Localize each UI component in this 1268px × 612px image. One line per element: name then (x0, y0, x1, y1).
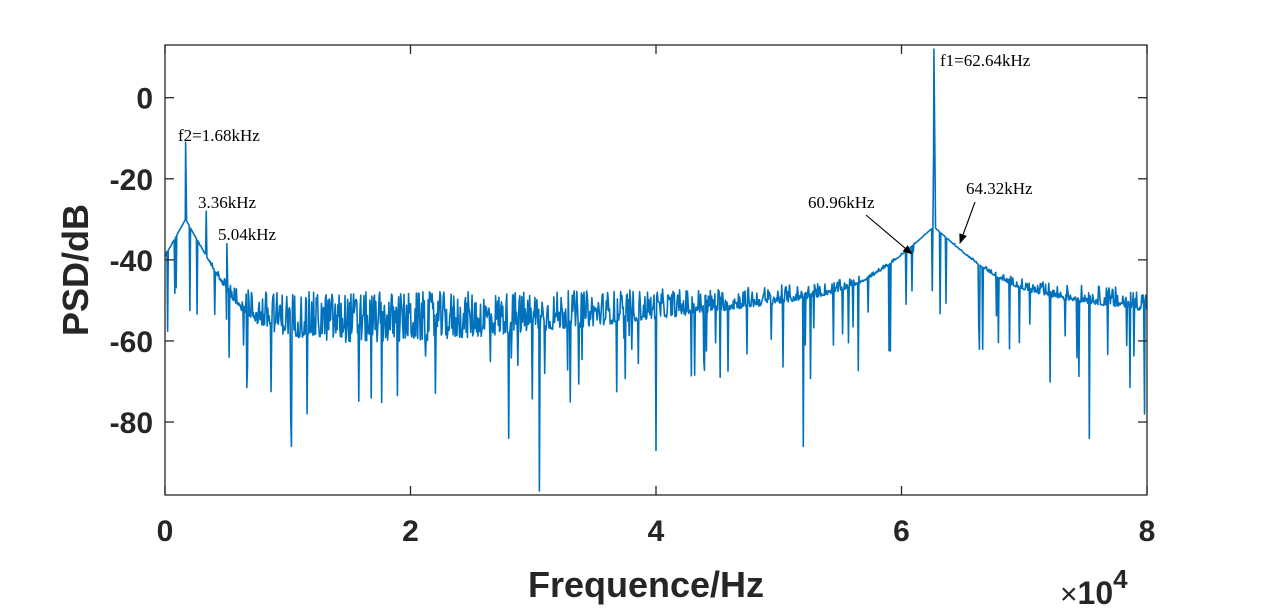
y-tick-label: -80 (110, 407, 153, 440)
x-exponent-times: × (1060, 578, 1078, 611)
annotation-label: 5.04kHz (218, 225, 277, 244)
psd-series-line (164, 48, 1148, 492)
annotation-label: 64.32kHz (966, 179, 1033, 198)
x-tick-label: 6 (893, 515, 910, 548)
annotation-label: 3.36kHz (198, 193, 257, 212)
x-tick-label: 4 (648, 515, 665, 548)
y-tick-label: 0 (136, 83, 153, 116)
x-exponent-power: 4 (1113, 564, 1128, 594)
annotation-label: 60.96kHz (808, 193, 875, 212)
annotation-arrow (865, 214, 913, 255)
plot-area (164, 48, 1148, 492)
x-exponent-label: ×104 (1060, 564, 1128, 611)
annotation-label: f1=62.64kHz (940, 51, 1031, 70)
y-tick-label: -40 (110, 245, 153, 278)
x-tick-label: 0 (157, 515, 174, 548)
annotation-arrow (959, 201, 976, 244)
y-tick-label: -60 (110, 326, 153, 359)
x-tick-label: 2 (402, 515, 419, 548)
x-axis-title: Frequence/Hz (528, 564, 764, 605)
axes (164, 44, 1148, 496)
y-axis-title: PSD/dB (55, 204, 96, 336)
y-tick-label: -20 (110, 164, 153, 197)
x-exponent-base: 10 (1078, 575, 1114, 611)
annotation-label: f2=1.68kHz (178, 126, 260, 145)
labels: 0 2 4 6 80-20-40-60-80Frequence/HzPSD/dB×104… (55, 51, 1155, 611)
x-tick-label: 8 (1139, 515, 1156, 548)
